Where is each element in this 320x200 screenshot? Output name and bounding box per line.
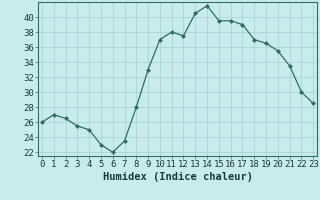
X-axis label: Humidex (Indice chaleur): Humidex (Indice chaleur) xyxy=(103,172,252,182)
